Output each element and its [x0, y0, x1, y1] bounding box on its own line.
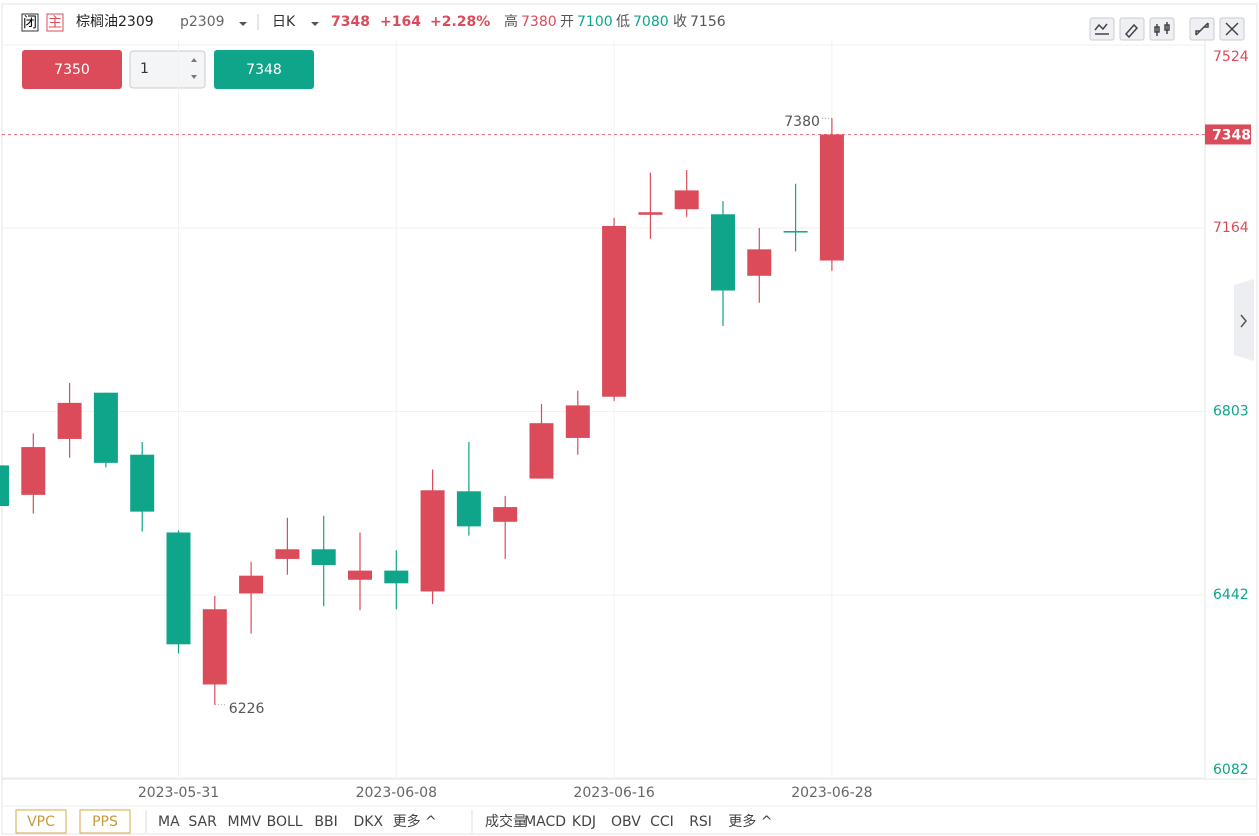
indicator[interactable]: OBV — [611, 814, 641, 830]
tool-candle[interactable] — [1149, 17, 1175, 41]
last-price-label: 7348 — [1212, 127, 1251, 143]
candle-body — [57, 402, 82, 439]
candle-body — [348, 570, 372, 580]
close-icon[interactable]: 闭 — [23, 15, 37, 31]
buy-button[interactable] — [214, 50, 314, 89]
candle-body — [0, 465, 9, 507]
candle-body — [420, 490, 445, 592]
candle-body — [202, 609, 227, 685]
change-pct: +2.28% — [430, 14, 490, 30]
x-tick-label: 2023-06-08 — [356, 785, 437, 801]
contract-code[interactable]: p2309 — [180, 14, 225, 30]
glyph — [1124, 23, 1139, 39]
x-tick-label: 2023-05-31 — [138, 785, 219, 801]
main-icon[interactable]: 主 — [48, 15, 62, 31]
indicator[interactable]: 更多 ^ — [728, 813, 772, 830]
indicator[interactable]: MMV — [228, 814, 262, 830]
plot: 6082 6442 6803 7164 7524 2023-05-31 2023-06-08… — [0, 40, 1251, 801]
candle-body — [275, 549, 300, 559]
indicator[interactable]: RSI — [689, 814, 712, 830]
high-annotation: 7380 — [784, 114, 820, 130]
close-label: 收 — [673, 14, 687, 30]
open-value: 7100 — [577, 14, 613, 30]
dropdown-arrow[interactable] — [311, 22, 319, 26]
buy-price[interactable]: 7348 — [246, 62, 282, 78]
candle-body — [493, 507, 518, 522]
tool-draw[interactable] — [1119, 17, 1145, 41]
high-label: 高 — [504, 13, 518, 30]
candle-body — [819, 134, 844, 261]
y-tick-label: 7164 — [1213, 220, 1249, 236]
sell-price[interactable]: 7350 — [54, 62, 90, 78]
indicator[interactable]: DKX — [354, 814, 384, 830]
last-price: 7348 — [331, 14, 370, 30]
candle-body — [21, 447, 46, 495]
glyph — [1225, 22, 1239, 36]
candle-body — [783, 231, 808, 233]
candle-body — [747, 249, 772, 276]
y-tick-label: 6803 — [1213, 404, 1249, 420]
candle-body — [166, 532, 191, 645]
frame — [1, 3, 1258, 835]
side-tab[interactable] — [1234, 279, 1254, 361]
sell-button[interactable] — [22, 50, 122, 89]
qty-input[interactable] — [129, 50, 206, 89]
candle-body — [602, 225, 627, 397]
candle-body — [711, 214, 735, 291]
candle-body — [130, 454, 155, 512]
indicator[interactable]: KDJ — [572, 814, 596, 830]
low-annotation: 6226 — [229, 701, 265, 717]
indicator[interactable]: 成交量 — [485, 813, 527, 830]
candle-body — [638, 212, 663, 215]
period[interactable]: 日K — [272, 14, 296, 30]
contract-name: 棕榈油2309 — [76, 14, 154, 30]
glyph — [1195, 22, 1209, 36]
close-value: 7156 — [690, 14, 726, 30]
side-tab-arrow[interactable] — [1240, 314, 1247, 328]
dropdown-arrow[interactable] — [239, 22, 247, 26]
change: +164 — [380, 14, 421, 30]
y-tick-label: 6442 — [1213, 587, 1249, 603]
y-tick-label: 6082 — [1213, 762, 1249, 778]
candle-body — [384, 570, 409, 584]
indicator[interactable]: BOLL — [267, 814, 303, 830]
tool-glyphs — [1094, 22, 1239, 39]
x-tick-label: 2023-06-16 — [573, 785, 654, 801]
low-value: 7080 — [633, 14, 669, 30]
indicator[interactable]: 更多 ^ — [393, 813, 437, 830]
glyph — [1094, 23, 1109, 35]
candle-body — [311, 549, 336, 566]
tool-button[interactable] — [15, 809, 67, 834]
indicator[interactable]: MACD — [524, 814, 566, 830]
candle-body — [674, 190, 699, 210]
candle-body — [456, 491, 481, 527]
high-value: 7380 — [521, 14, 557, 30]
last-price-tag — [1205, 124, 1251, 145]
candle-body — [565, 405, 590, 438]
open-label: 开 — [560, 14, 574, 30]
indicator[interactable]: CCI — [650, 814, 674, 830]
indicator[interactable]: SAR — [188, 814, 217, 830]
indicator[interactable]: BBI — [314, 814, 337, 830]
candle-body — [239, 575, 264, 594]
main-icon-box[interactable] — [46, 13, 64, 32]
glyph — [1154, 22, 1170, 36]
low-label: 低 — [616, 14, 630, 30]
close-icon-box[interactable] — [21, 13, 39, 32]
indicator[interactable]: MA — [158, 814, 180, 830]
qty-value[interactable]: 1 — [140, 61, 149, 77]
tool-button[interactable] — [79, 809, 131, 834]
candle-body — [529, 423, 554, 479]
y-tick-label: 7524 — [1213, 49, 1249, 65]
x-tick-label: 2023-06-28 — [791, 785, 872, 801]
tool-button-label[interactable]: PPS — [92, 814, 118, 830]
candle-body — [93, 392, 118, 463]
tool-button-label[interactable]: VPC — [27, 814, 55, 830]
